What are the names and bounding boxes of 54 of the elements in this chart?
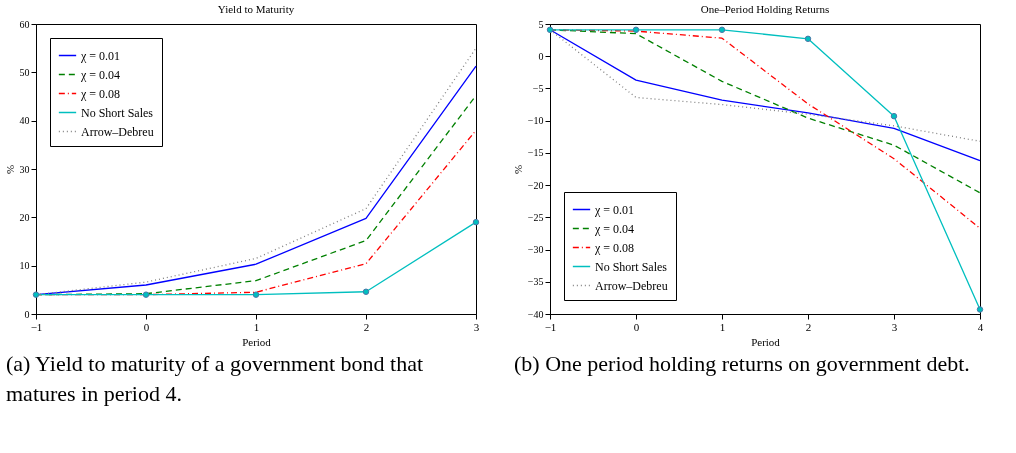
x-tick-label: −1 <box>30 320 43 333</box>
y-tick-label: −25 <box>527 211 544 223</box>
chart-title: One–Period Holding Returns <box>700 3 830 15</box>
legend-label: χ = 0.04 <box>80 67 121 82</box>
point <box>976 306 984 313</box>
y-tick-label: −35 <box>527 276 544 288</box>
y-tick-label: 0 <box>538 50 544 62</box>
y-tick-label: −40 <box>527 308 544 320</box>
x-tick-label: 0 <box>633 320 640 333</box>
y-tick-label: 60 <box>19 18 30 30</box>
legend-label: Arrow–Debreu <box>595 278 668 293</box>
y-tick-label: 0 <box>24 308 30 320</box>
y-tick-label: −15 <box>527 147 544 159</box>
y-tick-label: 10 <box>19 260 30 272</box>
text: (a) Yield to maturity of a government bond that matures in period 4. <box>5 350 425 408</box>
point <box>362 288 370 295</box>
y-axis-title: % <box>511 164 524 175</box>
y-tick-label: 30 <box>19 163 30 175</box>
legend-label: Arrow–Debreu <box>81 124 154 139</box>
y-tick-label: 5 <box>538 18 544 30</box>
legend-label: χ = 0.04 <box>594 221 635 236</box>
chart-title: Yield to Maturity <box>217 3 295 15</box>
y-axis-title: % <box>3 164 16 175</box>
point <box>890 112 898 120</box>
point <box>718 26 726 34</box>
legend-label: No Short Sales <box>595 259 668 274</box>
x-tick-label: −1 <box>544 320 557 333</box>
legend-label: χ = 0.08 <box>80 86 121 101</box>
text: (b) One period holding returns on government debt. <box>513 350 971 378</box>
x-tick-label: 3 <box>473 320 480 333</box>
y-tick-label: −30 <box>527 244 544 256</box>
x-axis-title: Period <box>751 335 781 348</box>
x-tick-label: 0 <box>143 320 150 333</box>
y-tick-label: 20 <box>19 211 30 223</box>
x-axis-title: Period <box>242 335 272 348</box>
y-tick-label: −20 <box>527 179 544 191</box>
y-tick-label: −5 <box>532 82 544 94</box>
legend-label: χ = 0.08 <box>594 240 635 255</box>
x-tick-label: 4 <box>977 320 984 333</box>
x-tick-label: 2 <box>805 320 812 333</box>
y-tick-label: 50 <box>19 66 30 78</box>
y-tick-label: −10 <box>527 115 544 127</box>
point <box>632 26 640 34</box>
point <box>252 291 260 298</box>
point <box>472 218 480 226</box>
legend-label: χ = 0.01 <box>80 48 121 63</box>
point <box>804 35 812 43</box>
legend-label: No Short Sales <box>81 105 154 120</box>
x-tick-label: 3 <box>891 320 898 333</box>
legend-label: χ = 0.01 <box>594 202 635 217</box>
x-tick-label: 2 <box>363 320 370 333</box>
x-tick-label: 1 <box>719 320 726 333</box>
y-tick-label: 40 <box>19 115 30 127</box>
x-tick-label: 1 <box>253 320 260 333</box>
